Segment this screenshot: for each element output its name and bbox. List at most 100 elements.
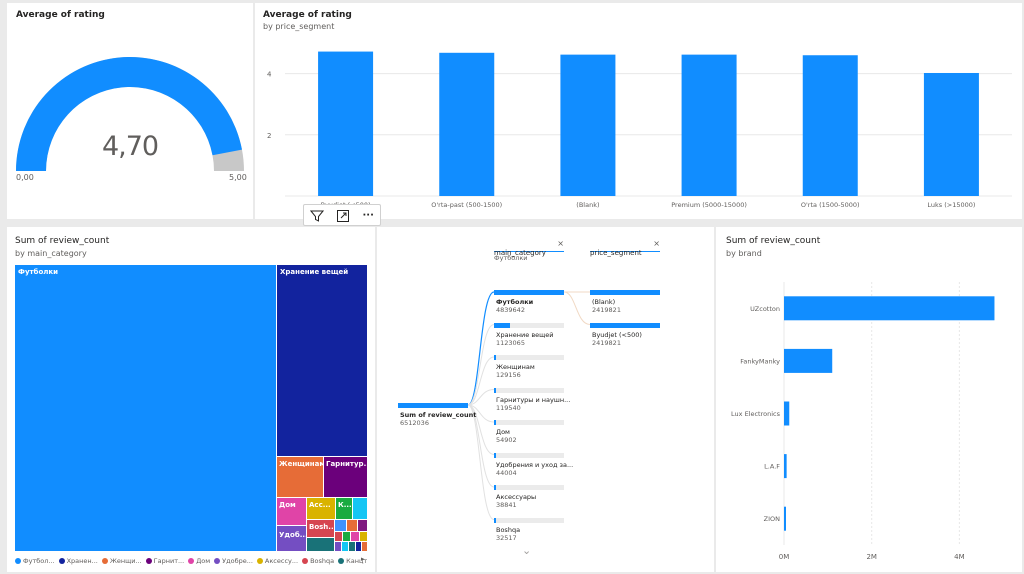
treemap-tile-boshqa[interactable]: Bosh... <box>307 520 334 537</box>
decomp-node-label: Женщинам <box>496 363 535 371</box>
x-tick-label: O'rta (1500-5000) <box>801 201 860 209</box>
legend-item[interactable]: Boshqa <box>302 557 334 565</box>
more-options-icon[interactable]: ··· <box>362 209 374 221</box>
decomp-bar-track <box>494 420 564 425</box>
legend-label: Удобре... <box>222 557 253 565</box>
x-tick-label: 4M <box>954 553 965 561</box>
bar[interactable] <box>923 72 979 196</box>
bar[interactable] <box>318 51 374 197</box>
decomp-node-label: Аксессуары <box>496 493 537 501</box>
treemap-tile-small[interactable] <box>349 542 355 551</box>
decomp-node-value: 129156 <box>496 371 521 379</box>
decomp-node-value: 54902 <box>496 436 517 444</box>
treemap-tile-dom[interactable]: Дом <box>277 498 306 525</box>
decomp-col1-header[interactable]: main_category × <box>494 239 564 257</box>
gauge-max-label: 5,00 <box>229 173 247 182</box>
x-tick-label: 2M <box>866 553 877 561</box>
legend-label: Женщи... <box>109 557 142 565</box>
decomp-node-label: Boshqa <box>496 525 521 534</box>
treemap-label: Bosh... <box>309 523 334 531</box>
legend-next-arrow[interactable]: ▸ <box>361 555 365 563</box>
decomp-bar-fill <box>494 355 496 360</box>
treemap-tile-small[interactable] <box>358 520 367 531</box>
legend-item[interactable]: Хранен... <box>58 557 98 565</box>
legend-item[interactable]: Дом <box>188 557 210 565</box>
treemap-tile-small[interactable] <box>360 532 367 541</box>
bar[interactable] <box>439 52 495 197</box>
decomp-connector <box>467 324 495 406</box>
decomp-bar-track <box>494 452 564 458</box>
bar[interactable] <box>784 348 833 373</box>
y-tick-label: ZION <box>764 515 780 523</box>
treemap-tile-small[interactable] <box>362 542 367 551</box>
close-icon[interactable]: × <box>557 239 564 248</box>
treemap-tile-kanc[interactable]: К... <box>336 498 352 519</box>
treemap-tile-futbolki[interactable]: Футболки <box>15 265 276 551</box>
close-icon[interactable]: × <box>653 239 660 248</box>
treemap-tile-udobreniya[interactable]: Удоб... <box>277 526 306 551</box>
bar[interactable] <box>784 454 787 479</box>
treemap-tile-small[interactable] <box>342 542 348 551</box>
scroll-down-icon[interactable]: ⌄ <box>522 544 532 557</box>
decomp-node-value: 38841 <box>496 501 517 509</box>
brand-chart-card[interactable]: Sum of review_count by brand 0M 2M 4M UZcot… <box>716 227 1022 572</box>
focus-mode-icon[interactable] <box>336 208 350 222</box>
decomp-root-label: Sum of review_count <box>400 411 477 419</box>
treemap-subtitle: by main_category <box>15 249 87 258</box>
treemap-tile-small[interactable] <box>335 520 346 531</box>
y-tick-label: FankyManky <box>740 357 780 365</box>
treemap-tile-small[interactable] <box>356 542 361 551</box>
treemap-tile-teal[interactable] <box>307 538 334 551</box>
x-tick-label: (Blank) <box>576 201 599 209</box>
legend-swatch <box>15 558 21 564</box>
treemap-legend: Футбол... Хранен... Женщи... Гарнит... Дом Уд… <box>15 555 367 567</box>
bar[interactable] <box>784 401 790 426</box>
treemap-label: Удоб... <box>279 531 306 539</box>
x-tick-label: 0M <box>779 553 790 561</box>
bar[interactable] <box>681 54 737 197</box>
treemap-card[interactable]: Sum of review_count by main_category Фут… <box>7 227 375 572</box>
treemap-tile-xranenie[interactable]: Хранение вещей <box>277 265 367 456</box>
treemap-tile-small[interactable] <box>335 532 342 541</box>
legend-item[interactable]: Аксессу... <box>256 557 298 565</box>
visual-toolbar: ··· <box>303 204 381 226</box>
decomp-connector <box>563 291 591 325</box>
decomp-node-value: 2419821 <box>592 338 621 347</box>
filter-icon[interactable] <box>310 208 325 222</box>
bar[interactable] <box>560 54 616 197</box>
decomp-node-label: (Blank) <box>592 298 616 306</box>
treemap-tile-small[interactable] <box>347 520 357 531</box>
decomposition-tree-card[interactable]: main_category × Футболки price_segment ×… <box>377 227 714 572</box>
treemap-chart: Футболки Хранение вещей Женщинам Гарниту… <box>15 265 367 551</box>
legend-label: Boshqa <box>310 557 335 565</box>
x-tick-label: Luks (>15000) <box>927 201 975 209</box>
legend-item[interactable]: Женщи... <box>101 557 142 565</box>
gauge-card[interactable]: Average of rating 4,70 0,00 5,00 <box>7 3 253 219</box>
decomp-bar-fill <box>494 290 564 295</box>
brand-chart-title: Sum of review_count <box>726 236 821 246</box>
price-segment-chart-card[interactable]: Average of rating by price_segment 24Byu… <box>255 3 1022 219</box>
bar[interactable] <box>784 506 786 531</box>
treemap-tile-small[interactable] <box>343 532 350 541</box>
y-tick-label: 4 <box>267 71 272 79</box>
gauge-min-label: 0,00 <box>16 173 34 182</box>
treemap-label: К... <box>338 501 352 509</box>
decomp-bar-track <box>494 322 564 328</box>
treemap-tile-zhenshinam[interactable]: Женщинам <box>277 457 323 497</box>
decomp-connector <box>467 291 495 406</box>
bar[interactable] <box>802 55 858 196</box>
treemap-tile-small[interactable] <box>351 532 359 541</box>
decomp-col2-header[interactable]: price_segment × <box>590 239 660 257</box>
treemap-tile-garnitury[interactable]: Гарнитур... <box>324 457 367 497</box>
bar[interactable] <box>784 296 995 321</box>
legend-item[interactable]: Гарнит... <box>145 557 184 565</box>
treemap-tile-small[interactable] <box>335 542 341 551</box>
legend-item[interactable]: Футбол... <box>15 557 55 565</box>
legend-item[interactable]: Удобре... <box>214 557 253 565</box>
treemap-tile-small-cyan[interactable] <box>353 498 367 519</box>
legend-item[interactable]: Канцто... <box>338 557 367 565</box>
y-tick-label: UZcotton <box>750 305 780 313</box>
decomp-bar-fill <box>494 485 496 490</box>
treemap-tile-aksessuary[interactable]: Асс... <box>307 498 335 519</box>
decomp-node-value: 32517 <box>496 533 517 542</box>
